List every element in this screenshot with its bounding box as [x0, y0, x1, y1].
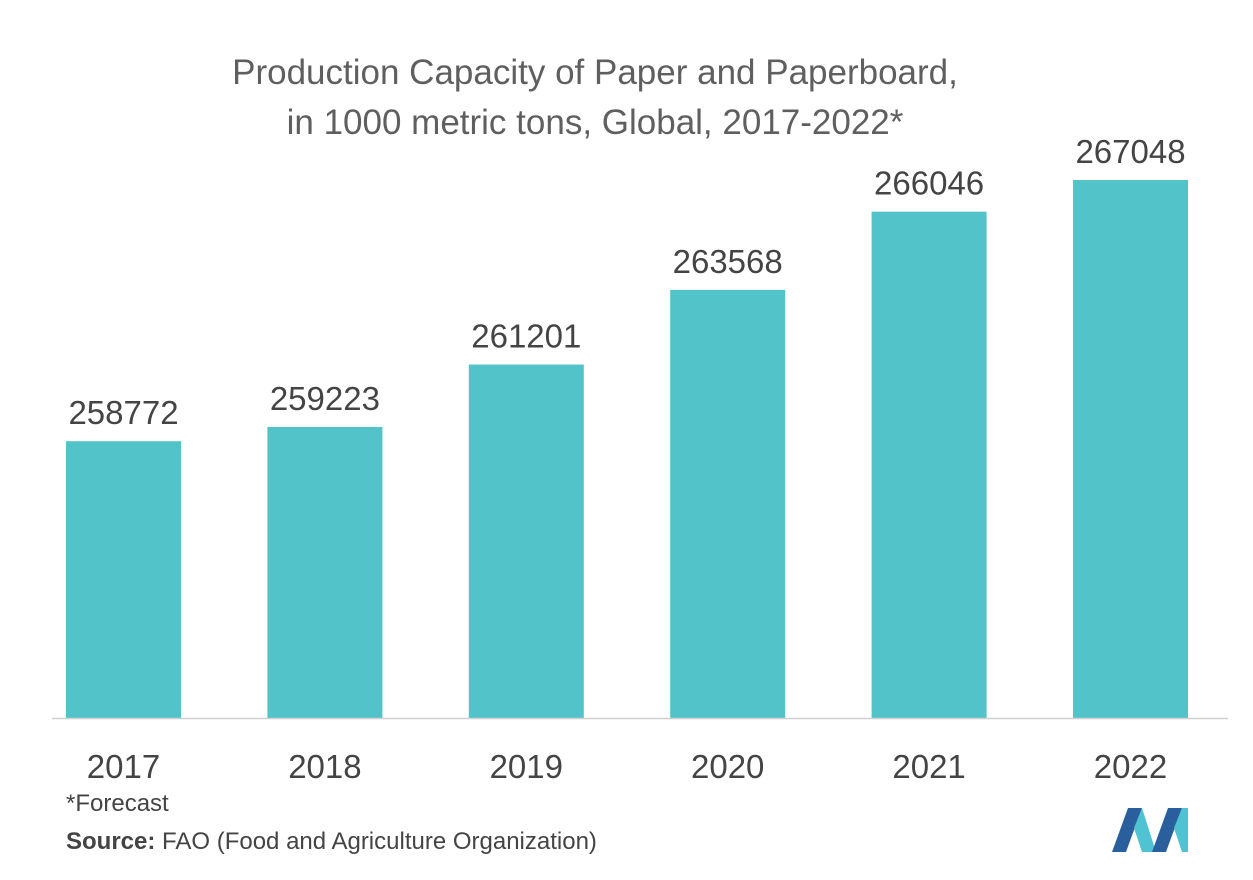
value-label-2022: 267048	[1075, 133, 1185, 170]
chart-title-line-1: Production Capacity of Paper and Paperbo…	[232, 53, 958, 92]
bar-group	[66, 180, 1188, 719]
source-text: FAO (Food and Agriculture Organization)	[155, 828, 597, 855]
bar-2020	[670, 289, 786, 718]
mordor-intelligence-logo-icon	[1112, 808, 1188, 852]
value-label-2019: 261201	[471, 318, 581, 355]
footnote: *Forecast	[66, 790, 169, 817]
source-label: Source:	[66, 828, 156, 855]
category-label-2021: 2021	[892, 748, 965, 785]
chart-title: Production Capacity of Paper and Paperbo…	[0, 48, 1190, 148]
bar-2018	[267, 426, 383, 718]
value-label-2021: 266046	[874, 165, 984, 202]
value-label-2020: 263568	[673, 243, 783, 280]
category-label-2019: 2019	[490, 748, 563, 785]
bar-2022	[1073, 180, 1188, 718]
value-label-2017: 258772	[68, 394, 178, 431]
category-label-2017: 2017	[87, 748, 160, 785]
category-label-2022: 2022	[1094, 748, 1167, 785]
source-note: Source: FAO (Food and Agriculture Organi…	[66, 828, 597, 856]
category-label-2018: 2018	[288, 748, 361, 785]
value-label-2018: 259223	[270, 380, 380, 417]
bar-2021	[871, 211, 987, 719]
category-label-group: 2017 2018 2019 2020 2021 2022	[87, 748, 1167, 785]
chart-title-line-2: in 1000 metric tons, Global, 2017-2022*	[286, 103, 904, 142]
value-label-group: 258772 259223 261201 263568 266046 267048	[68, 133, 1185, 431]
category-label-2020: 2020	[691, 748, 764, 785]
bar-2017	[66, 441, 181, 718]
bar-2019	[468, 364, 584, 718]
